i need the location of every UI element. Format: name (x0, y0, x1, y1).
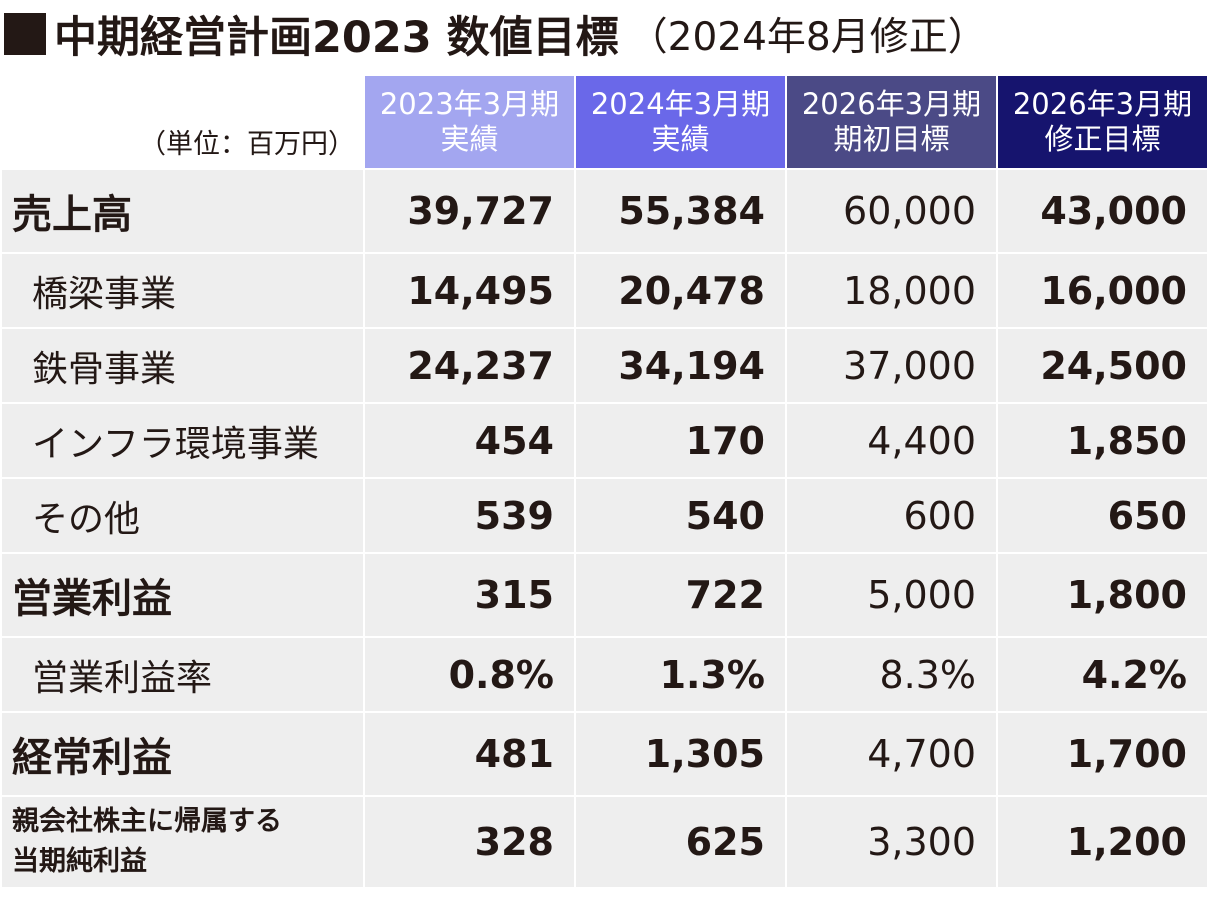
cell-2024-actual: 625 (574, 795, 787, 889)
column-header-kind: 実績 (440, 122, 499, 156)
column-header-period: 2023年3月期 (379, 87, 560, 121)
cell-2026-revised: 16,000 (996, 252, 1207, 329)
table-row-other: その他 539 540 600 650 (0, 477, 1207, 554)
cell-2026-revised: 24,500 (996, 327, 1207, 404)
row-label: 経常利益 (0, 711, 365, 797)
column-header-2024-actual: 2024年3月期 実績 (574, 74, 787, 170)
row-label: 営業利益 (0, 552, 365, 638)
row-label: 鉄骨事業 (0, 327, 365, 404)
cell-2024-actual: 34,194 (574, 327, 787, 404)
cell-2023-actual: 39,727 (363, 168, 576, 254)
column-header-2026-initial-target: 2026年3月期 期初目標 (785, 74, 998, 170)
column-header-2026-revised-target: 2026年3月期 修正目標 (996, 74, 1207, 170)
row-label-line: 親会社株主に帰属する (12, 806, 282, 837)
cell-2026-initial: 600 (785, 477, 998, 554)
cell-2023-actual: 481 (363, 711, 576, 797)
column-header-kind: 実績 (651, 122, 710, 156)
cell-2026-initial: 8.3% (785, 636, 998, 713)
table-row-bridge-business: 橋梁事業 14,495 20,478 18,000 16,000 (0, 252, 1207, 329)
table-row-steel-frame-business: 鉄骨事業 24,237 34,194 37,000 24,500 (0, 327, 1207, 404)
page-subtitle: （2024年8月修正） (628, 15, 987, 60)
header-row: （単位：百万円） 2023年3月期 実績 2024年3月期 実績 2026年3月… (0, 74, 1207, 170)
cell-2026-initial: 5,000 (785, 552, 998, 638)
cell-2023-actual: 315 (363, 552, 576, 638)
row-label: 親会社株主に帰属する 当期純利益 (0, 795, 365, 889)
cell-2023-actual: 0.8% (363, 636, 576, 713)
cell-2026-initial: 4,700 (785, 711, 998, 797)
cell-2023-actual: 24,237 (363, 327, 576, 404)
column-header-period: 2026年3月期 (801, 87, 982, 121)
column-header-period: 2024年3月期 (590, 87, 771, 121)
cell-2026-revised: 4.2% (996, 636, 1207, 713)
row-label: 橋梁事業 (0, 252, 365, 329)
cell-2024-actual: 722 (574, 552, 787, 638)
column-header-kind: 修正目標 (1044, 122, 1161, 156)
square-bullet-icon (4, 13, 46, 55)
row-label: 売上高 (0, 168, 365, 254)
row-label-line: 当期純利益 (12, 846, 147, 877)
cell-2026-revised: 1,800 (996, 552, 1207, 638)
cell-2024-actual: 55,384 (574, 168, 787, 254)
cell-2024-actual: 20,478 (574, 252, 787, 329)
targets-table: （単位：百万円） 2023年3月期 実績 2024年3月期 実績 2026年3月… (0, 74, 1207, 889)
row-label: その他 (0, 477, 365, 554)
table-row-infrastructure-environment-business: インフラ環境事業 454 170 4,400 1,850 (0, 402, 1207, 479)
column-header-2023-actual: 2023年3月期 実績 (363, 74, 576, 170)
column-header-period: 2026年3月期 (1012, 87, 1193, 121)
unit-label: （単位：百万円） (0, 74, 365, 170)
cell-2024-actual: 170 (574, 402, 787, 479)
cell-2023-actual: 539 (363, 477, 576, 554)
cell-2026-revised: 1,200 (996, 795, 1207, 889)
table-row-net-income-attributable: 親会社株主に帰属する 当期純利益 328 625 3,300 1,200 (0, 795, 1207, 889)
cell-2024-actual: 1,305 (574, 711, 787, 797)
page-title: 中期経営計画2023 数値目標 (54, 13, 619, 63)
column-header-kind: 期初目標 (833, 122, 950, 156)
cell-2026-initial: 4,400 (785, 402, 998, 479)
cell-2024-actual: 1.3% (574, 636, 787, 713)
row-label: 営業利益率 (0, 636, 365, 713)
cell-2026-initial: 3,300 (785, 795, 998, 889)
cell-2026-initial: 18,000 (785, 252, 998, 329)
cell-2023-actual: 14,495 (363, 252, 576, 329)
cell-2026-revised: 43,000 (996, 168, 1207, 254)
cell-2023-actual: 328 (363, 795, 576, 889)
cell-2026-revised: 650 (996, 477, 1207, 554)
cell-2026-revised: 1,700 (996, 711, 1207, 797)
cell-2026-initial: 60,000 (785, 168, 998, 254)
row-label: インフラ環境事業 (0, 402, 365, 479)
cell-2026-initial: 37,000 (785, 327, 998, 404)
table-row-ordinary-profit: 経常利益 481 1,305 4,700 1,700 (0, 711, 1207, 797)
cell-2023-actual: 454 (363, 402, 576, 479)
table-row-operating-margin: 営業利益率 0.8% 1.3% 8.3% 4.2% (0, 636, 1207, 713)
table-row-net-sales: 売上高 39,727 55,384 60,000 43,000 (0, 168, 1207, 254)
title-bar: 中期経営計画2023 数値目標 （2024年8月修正） (0, 0, 1207, 68)
cell-2024-actual: 540 (574, 477, 787, 554)
table-row-operating-profit: 営業利益 315 722 5,000 1,800 (0, 552, 1207, 638)
cell-2026-revised: 1,850 (996, 402, 1207, 479)
